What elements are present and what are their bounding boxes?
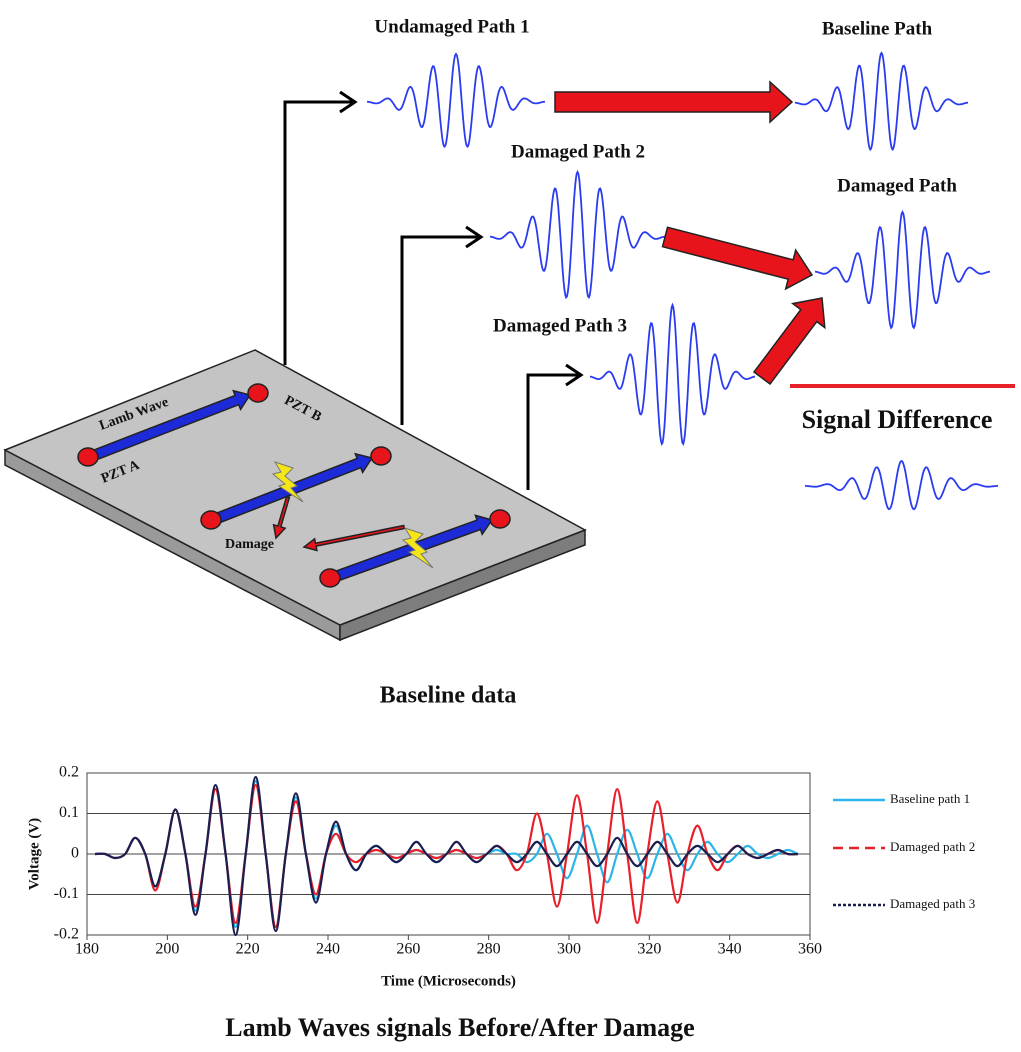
caption: Baseline data (380, 683, 517, 709)
connector (400, 235, 478, 425)
wavelet (804, 459, 999, 511)
y-tick-label: 0.2 (59, 764, 79, 781)
x-axis-label: Time (Microseconds) (381, 973, 516, 989)
connectors (283, 90, 584, 490)
wavelet (794, 51, 969, 152)
label: Damaged Path (837, 175, 957, 196)
y-tick-label: -0.2 (54, 926, 79, 943)
damage-bolt (271, 461, 304, 503)
arrowhead (465, 225, 484, 249)
arrow (752, 297, 826, 386)
y-tick-label: 0.1 (59, 804, 79, 821)
damage-bolt (401, 527, 434, 569)
wavelet (489, 169, 666, 300)
x-tick-label: 360 (798, 941, 822, 958)
arrow (92, 389, 252, 461)
diagram-art (77, 51, 999, 588)
x-tick-label: 300 (557, 941, 581, 958)
chart: -0.2 -0.1 0 0.1 0.2 180 200 220 240 260 280 300 320 3… (26, 764, 975, 1042)
arrowhead (565, 363, 584, 387)
series-line (94, 775, 798, 937)
x-tick-label: 260 (396, 941, 420, 958)
x-tick-label: 320 (637, 941, 661, 958)
pzt (319, 568, 341, 588)
wavelet (366, 52, 546, 149)
y-tick-label: 0 (71, 845, 79, 862)
x-tick-label: 220 (236, 941, 260, 958)
label: Signal Difference (802, 405, 993, 434)
pzt (77, 447, 99, 467)
x-tick-label: 340 (718, 941, 742, 958)
arrow (302, 524, 406, 552)
label: Damaged Path 2 (511, 141, 645, 162)
wavelet (814, 209, 991, 330)
arrow (554, 80, 794, 124)
y-axis-label: Voltage (V) (26, 818, 42, 890)
x-tick-label: 280 (477, 941, 501, 958)
legend-label: Damaged path 2 (890, 839, 975, 854)
chart-title: Lamb Waves signals Before/After Damage (225, 1013, 694, 1042)
arrowhead (339, 90, 358, 114)
series-line (94, 783, 798, 929)
arrow (661, 226, 814, 291)
connector (283, 100, 352, 365)
pzt (247, 383, 269, 403)
y-tick-label: -0.1 (54, 885, 79, 902)
label: Baseline Path (822, 18, 933, 39)
arrow (272, 495, 291, 540)
pzt (200, 510, 222, 530)
arrow (215, 452, 374, 524)
x-tick-label: 180 (75, 941, 99, 958)
wavelet (589, 302, 756, 446)
pzt (370, 446, 392, 466)
label: Undamaged Path 1 (374, 16, 529, 37)
label: Damaged Path 3 (493, 315, 627, 336)
connector (526, 373, 578, 490)
x-tick-label: 240 (316, 941, 340, 958)
label: Damage (225, 537, 274, 552)
x-tick-label: 200 (155, 941, 179, 958)
legend-label: Baseline path 1 (890, 791, 970, 806)
pzt (489, 509, 511, 529)
legend-label: Damaged path 3 (890, 896, 975, 911)
